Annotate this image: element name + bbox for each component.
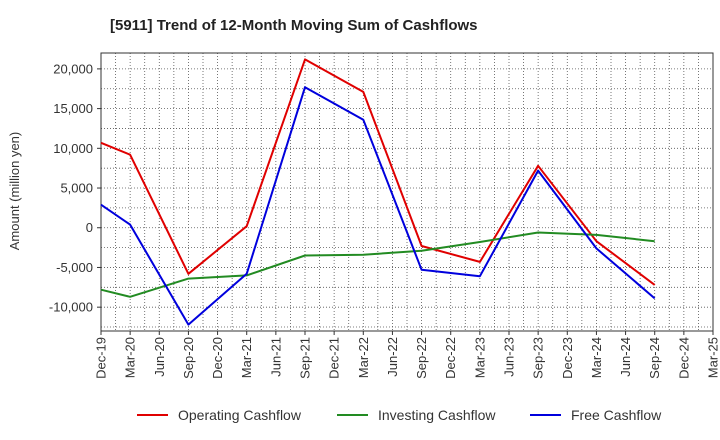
x-tick-label: Sep-24: [647, 337, 662, 379]
y-tick-label: 20,000: [53, 61, 93, 76]
x-tick-label: Mar-21: [239, 337, 254, 378]
x-tick-label: Dec-22: [443, 337, 458, 379]
series-line: [100, 86, 656, 326]
y-tick-label: 5,000: [60, 181, 93, 196]
x-tick-label: Sep-22: [414, 337, 429, 379]
x-tick-label: Jun-21: [268, 337, 283, 377]
series-line: [100, 231, 655, 298]
y-tick-label: -5,000: [56, 260, 93, 275]
x-tick-label: Dec-21: [327, 337, 342, 379]
x-tick-label: Jun-24: [618, 337, 633, 377]
x-tick-label: Jun-20: [152, 337, 167, 377]
x-tick-label: Mar-24: [589, 337, 604, 378]
x-tick-label: Dec-20: [210, 337, 225, 379]
y-tick-label: 15,000: [53, 101, 93, 116]
legend-label: Free Cashflow: [571, 407, 662, 423]
x-tick-label: Dec-23: [560, 337, 575, 379]
legend: Operating Cashflow Investing Cashflow Free…: [137, 407, 662, 423]
x-tick-label: Sep-23: [531, 337, 546, 379]
legend-label: Operating Cashflow: [178, 407, 302, 423]
y-tick-label: 10,000: [53, 141, 93, 156]
x-tick-label: Jun-22: [385, 337, 400, 377]
y-tick-label: 0: [86, 220, 93, 235]
series-line: [100, 58, 656, 286]
x-tick-label: Mar-22: [356, 337, 371, 378]
plot-frame: [100, 52, 714, 332]
x-tick-label: Mar-20: [123, 337, 138, 378]
y-axis-label: Amount (million yen): [7, 132, 22, 251]
x-tick-label: Dec-19: [94, 337, 109, 379]
x-tick-label: Mar-25: [706, 337, 720, 378]
x-tick-label: Sep-20: [181, 337, 196, 379]
plot-area: 20,000 15,000 10,000 5,000 0 -5,000 -10,000 Dec…: [49, 52, 720, 379]
legend-label: Investing Cashflow: [378, 407, 496, 423]
y-tick-label: -10,000: [49, 300, 93, 315]
x-tick-label: Sep-21: [298, 337, 313, 379]
x-tick-label: Mar-23: [472, 337, 487, 378]
x-tick-label: Dec-24: [676, 337, 691, 379]
chart-title: [5911] Trend of 12-Month Moving Sum of C…: [110, 17, 478, 34]
x-tick-label: Jun-23: [502, 337, 517, 377]
